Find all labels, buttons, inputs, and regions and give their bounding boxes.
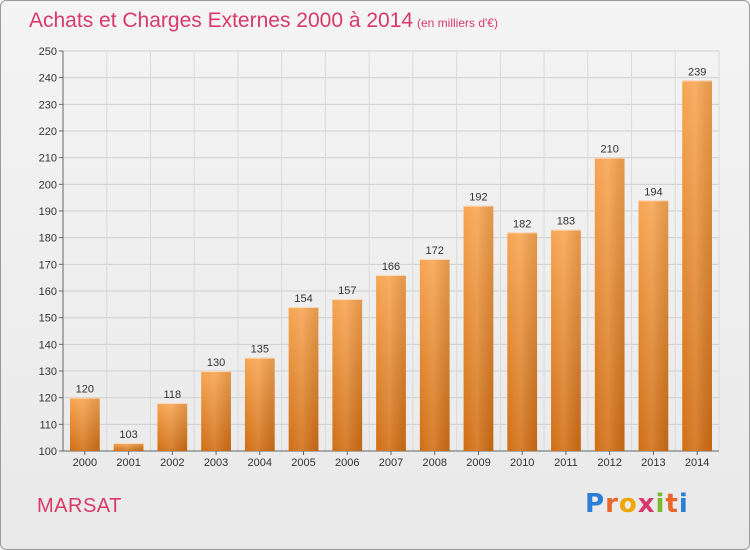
y-tick-label: 200 [39,179,57,191]
bar-shine [419,259,450,451]
labels: 100 110 120 130 140 150 160 170 180 190 200 210 220 2… [39,46,710,469]
y-tick-label: 150 [39,313,57,325]
chart-unit: (en milliers d'€) [417,16,498,30]
data-label: 166 [382,261,400,273]
data-label: 135 [251,344,269,356]
x-tick-label: 2011 [554,457,578,469]
y-tick-label: 130 [39,366,57,378]
data-label: 182 [513,218,531,230]
x-tick-label: 2013 [641,457,665,469]
y-tick-label: 100 [39,446,57,458]
bar-shine [594,157,625,451]
x-tick-label: 2006 [335,457,359,469]
bar-shine [69,397,100,451]
data-label: 192 [469,192,487,204]
data-label: 172 [426,245,444,257]
bar-shine [682,80,713,451]
y-tick-label: 190 [39,206,57,218]
y-tick-label: 170 [39,259,57,271]
y-tick-label: 160 [39,286,57,298]
bar-shine [244,357,275,451]
x-tick-label: 2014 [685,457,709,469]
x-tick-label: 2012 [597,457,621,469]
bar-shine [201,371,231,451]
y-tick-label: 240 [39,73,57,85]
data-label: 130 [207,357,225,369]
y-tick-label: 210 [39,153,57,165]
bar-shine [638,200,669,451]
y-tick-label: 220 [39,126,57,138]
x-tick-label: 2005 [291,457,315,469]
bar-shine [463,205,494,451]
y-tick-label: 110 [39,419,57,431]
y-tick-label: 230 [39,99,57,111]
data-label: 154 [294,293,312,305]
y-tick-label: 180 [39,233,57,245]
bar-shine [551,229,581,451]
data-label: 183 [557,216,575,228]
bars [69,80,713,451]
bar-shine [288,307,319,451]
x-tick-label: 2001 [116,457,140,469]
y-tick-label: 120 [39,393,57,405]
data-label: 157 [338,285,356,297]
bar-shine [507,232,538,451]
data-label: 194 [644,186,662,198]
bar-shine [376,275,406,451]
proxiti-logo[interactable]: Proxiti [585,489,689,519]
x-tick-label: 2010 [510,457,534,469]
bar-shine [157,403,188,451]
y-tick-label: 250 [39,46,57,58]
bar-shine [113,443,144,451]
x-tick-label: 2009 [466,457,490,469]
chart-title: Achats et Charges Externes 2000 à 2014 [29,9,414,32]
data-label: 120 [76,384,94,396]
data-label: 118 [164,389,182,401]
x-tick-label: 2004 [248,457,272,469]
data-label: 103 [119,429,137,441]
data-label: 210 [600,144,618,156]
commune-name: MARSAT [37,495,122,517]
x-tick-label: 2003 [204,457,228,469]
x-tick-label: 2002 [160,457,184,469]
x-tick-label: 2000 [73,457,97,469]
bar-shine [332,299,363,451]
y-tick-label: 140 [39,339,57,351]
data-label: 239 [688,66,706,78]
x-tick-label: 2007 [379,457,403,469]
x-tick-label: 2008 [422,457,446,469]
